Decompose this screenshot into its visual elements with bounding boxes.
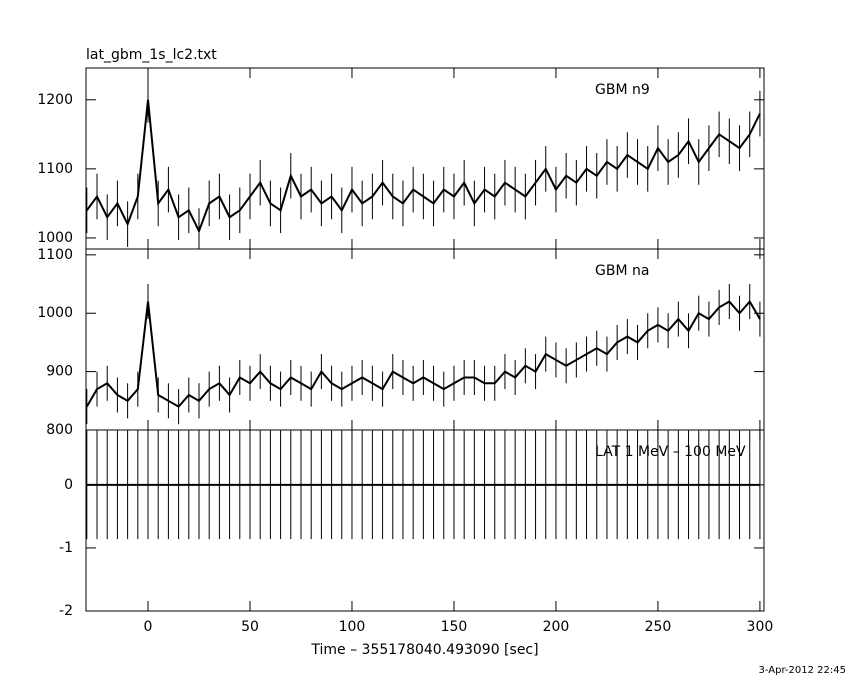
x-tick-label: 50 xyxy=(241,619,259,635)
y-tick-label: 1200 xyxy=(37,92,73,108)
x-tick-label: 300 xyxy=(747,619,774,635)
y-tick-label: 1100 xyxy=(37,247,73,263)
y-tick-label: 800 xyxy=(46,422,73,438)
light-curve xyxy=(86,99,761,234)
x-tick-label: 150 xyxy=(441,619,468,635)
panel-label: GBM na xyxy=(595,263,649,279)
x-axis-label: Time – 355178040.493090 [sec] xyxy=(310,642,538,658)
y-tick-label: -2 xyxy=(59,603,73,619)
y-tick-label: 1000 xyxy=(37,305,73,321)
x-tick-label: 250 xyxy=(645,619,672,635)
y-tick-label: 900 xyxy=(46,364,73,380)
panel-label: LAT 1 MeV – 100 MeV xyxy=(595,444,746,460)
light-curve xyxy=(85,299,761,408)
panel-label: GBM n9 xyxy=(595,82,650,98)
chart-title: lat_gbm_1s_lc2.txt xyxy=(86,47,217,63)
panel-frame xyxy=(85,429,765,612)
x-tick-label: 0 xyxy=(144,619,153,635)
x-tick-label: 100 xyxy=(339,619,366,635)
y-tick-label: 0 xyxy=(64,477,73,493)
y-tick-label: 1000 xyxy=(37,230,73,246)
footer: 3-Apr-2012 22:45 xyxy=(759,665,846,676)
y-tick-label: -1 xyxy=(59,540,73,556)
x-tick-label: 200 xyxy=(543,619,570,635)
y-tick-label: 1100 xyxy=(37,161,73,177)
